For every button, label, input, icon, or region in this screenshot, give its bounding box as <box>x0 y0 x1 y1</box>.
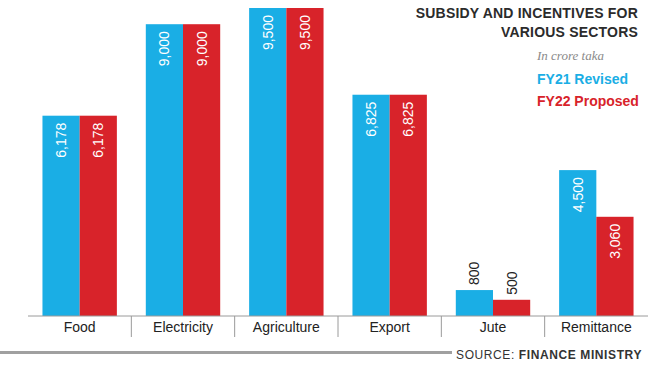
data-label: 9,000 <box>194 31 210 66</box>
subtitle: In crore taka <box>536 48 604 63</box>
x-tick-label: Agriculture <box>253 319 320 335</box>
bar <box>559 170 596 316</box>
source-name: FINANCE MINISTRY <box>519 348 642 362</box>
source: SOURCE: FINANCE MINISTRY <box>456 348 642 362</box>
bar <box>493 300 530 316</box>
bar <box>352 95 389 316</box>
category-separator <box>338 316 339 337</box>
data-label: 6,178 <box>53 123 69 158</box>
x-tick-label: Electricity <box>153 319 213 335</box>
bar <box>42 116 79 316</box>
bar <box>456 290 493 316</box>
x-tick-label: Jute <box>480 319 507 335</box>
data-label: 6,178 <box>90 123 106 158</box>
bar <box>390 95 427 316</box>
x-tick-label: Food <box>64 319 96 335</box>
bar <box>286 8 323 316</box>
bars <box>42 8 633 316</box>
bar <box>183 24 220 316</box>
bar <box>596 217 633 316</box>
footer-rule <box>0 351 452 354</box>
data-label: 6,825 <box>400 102 416 137</box>
legend-entry: FY22 Proposed <box>537 93 639 109</box>
category-separator <box>544 316 545 337</box>
data-label: 4,500 <box>570 177 586 212</box>
bar <box>146 24 183 316</box>
category-separator <box>234 316 235 337</box>
category-separator <box>131 316 132 337</box>
data-label: 9,000 <box>156 31 172 66</box>
data-label: 9,500 <box>297 15 313 50</box>
data-label: 3,060 <box>607 224 623 259</box>
data-label: 6,825 <box>363 102 379 137</box>
source-prefix: SOURCE: <box>456 348 519 362</box>
data-label: 500 <box>504 271 520 295</box>
bar <box>80 116 117 316</box>
chart: In crore takaFY21 RevisedFY22 Proposed6,… <box>0 0 648 365</box>
bar <box>249 8 286 316</box>
data-labels: 6,178 6,178 9,000 9,000 9,500 9,500 6,825 6,825… <box>53 15 623 295</box>
category-separator <box>441 316 442 337</box>
x-tick-label: Export <box>369 319 410 335</box>
title: SUBSIDY AND INCENTIVES FOR VARIOUS SECTO… <box>376 4 638 42</box>
x-tick-label: Remittance <box>561 319 632 335</box>
legend-entry: FY21 Revised <box>537 71 628 87</box>
data-label: 9,500 <box>260 15 276 50</box>
data-label: 800 <box>466 261 482 285</box>
